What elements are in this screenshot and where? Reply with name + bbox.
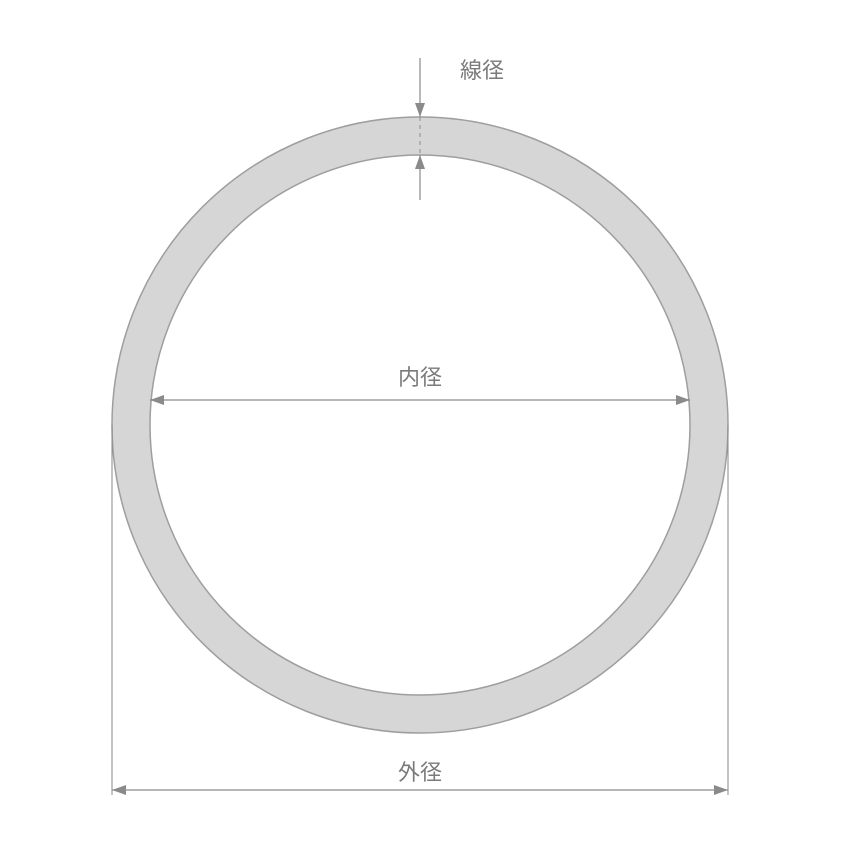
inner-diameter-label: 内径 [398, 360, 442, 392]
wire-diameter-label: 線径 [460, 53, 504, 85]
outer-diameter-label: 外径 [398, 755, 442, 787]
